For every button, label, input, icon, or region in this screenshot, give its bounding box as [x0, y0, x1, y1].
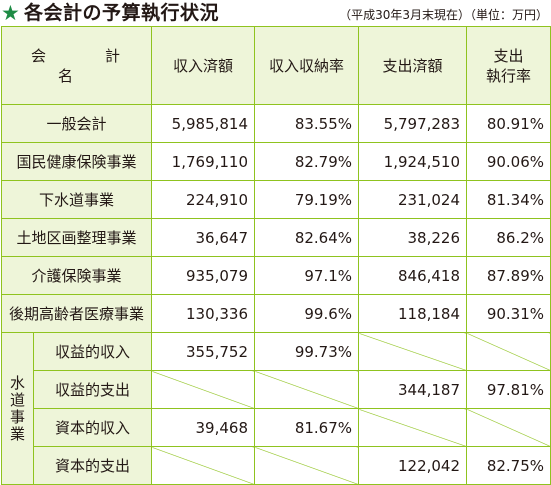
header-name: 会 計 名: [0, 26, 157, 105]
income-rate-value: 82.64%: [254, 218, 360, 257]
income-rate-value: 81.67%: [254, 408, 360, 447]
income-value: 5,985,814: [151, 104, 256, 143]
row-name: 後期高齢者医療事業: [0, 294, 153, 333]
empty-cell: [358, 332, 468, 371]
income-value: 224,910: [151, 180, 256, 219]
table-row: 後期高齢者医療事業 130,336 99.6% 118,184 90.31%: [0, 294, 551, 333]
expense-rate-value: 97.81%: [466, 370, 551, 409]
expense-rate-value: 80.91%: [466, 104, 551, 143]
row-name: 一般会計: [0, 104, 153, 143]
row-name: 土地区画整理事業: [0, 218, 153, 257]
table-row: 介護保険事業 935,079 97.1% 846,418 87.89%: [0, 256, 551, 295]
income-value: 36,647: [151, 218, 256, 257]
budget-table: 会 計 名 収入済額 収入収納率 支出済額 支出 執行率 一般会計 5,985,8…: [0, 26, 551, 485]
table-row: 下水道事業 224,910 79.19% 231,024 81.34%: [0, 180, 551, 219]
income-rate-value: 82.79%: [254, 142, 360, 181]
expense-value: 122,042: [358, 446, 468, 485]
income-rate-value: 83.55%: [254, 104, 360, 143]
star-icon: ★: [1, 1, 20, 25]
water-row: 収益的支出 344,187 97.81%: [2, 370, 551, 409]
table-row: 一般会計 5,985,814 83.55% 5,797,283 80.91%: [0, 104, 551, 143]
empty-cell: [151, 370, 256, 409]
row-name: 資本的支出: [32, 446, 153, 485]
expense-rate-value: 90.06%: [466, 142, 551, 181]
expense-value: 38,226: [358, 218, 468, 257]
expense-rate-value: 87.89%: [466, 256, 551, 295]
header-income-rate: 収入収納率: [254, 26, 360, 105]
income-value: 935,079: [151, 256, 256, 295]
income-rate-value: 99.6%: [254, 294, 360, 333]
empty-cell: [254, 370, 360, 409]
income-value: 355,752: [151, 332, 256, 371]
water-row: 資本的収入 39,468 81.67%: [2, 408, 551, 447]
empty-cell: [466, 408, 551, 447]
water-row: 水 道 事 業 収益的収入 355,752 99.73%: [1, 332, 551, 485]
row-name: 国民健康保険事業: [0, 142, 153, 181]
income-value: 130,336: [151, 294, 256, 333]
water-group-label: 水 道 事 業: [1, 332, 34, 485]
empty-cell: [358, 408, 468, 447]
income-rate-value: 79.19%: [254, 180, 360, 219]
header-income: 収入済額: [151, 26, 256, 105]
water-row: 資本的支出 122,042 82.75%: [2, 446, 551, 485]
empty-cell: [466, 332, 551, 371]
empty-cell: [254, 446, 360, 485]
income-rate-value: 97.1%: [254, 256, 360, 295]
row-name: 収益的収入: [32, 332, 153, 371]
expense-value: 344,187: [358, 370, 468, 409]
income-value: 1,769,110: [151, 142, 256, 181]
header-row: 会 計 名 収入済額 収入収納率 支出済額 支出 執行率: [0, 26, 551, 105]
page-title: 各会計の予算執行状況: [24, 2, 220, 24]
row-name: 収益的支出: [32, 370, 153, 409]
income-value: 39,468: [151, 408, 256, 447]
title-bar: ★ 各会計の予算執行状況 （平成30年3月末現在）（単位：万円）: [0, 0, 551, 30]
header-expense-rate: 支出 執行率: [466, 26, 551, 105]
expense-rate-value: 90.31%: [466, 294, 551, 333]
empty-cell: [151, 446, 256, 485]
expense-rate-value: 81.34%: [466, 180, 551, 219]
table-row: 国民健康保険事業 1,769,110 82.79% 1,924,510 90.0…: [0, 142, 551, 181]
expense-value: 1,924,510: [358, 142, 468, 181]
expense-value: 5,797,283: [358, 104, 468, 143]
row-name: 資本的収入: [32, 408, 153, 447]
row-name: 下水道事業: [0, 180, 153, 219]
expense-rate-value: 86.2%: [466, 218, 551, 257]
expense-rate-value: 82.75%: [466, 446, 551, 485]
row-name: 介護保険事業: [0, 256, 153, 295]
unit-note: （平成30年3月末現在）（単位：万円）: [339, 8, 548, 22]
header-expense: 支出済額: [358, 26, 468, 105]
expense-value: 846,418: [358, 256, 468, 295]
expense-value: 231,024: [358, 180, 468, 219]
income-rate-value: 99.73%: [254, 332, 360, 371]
table-row: 土地区画整理事業 36,647 82.64% 38,226 86.2%: [0, 218, 551, 257]
expense-value: 118,184: [358, 294, 468, 333]
